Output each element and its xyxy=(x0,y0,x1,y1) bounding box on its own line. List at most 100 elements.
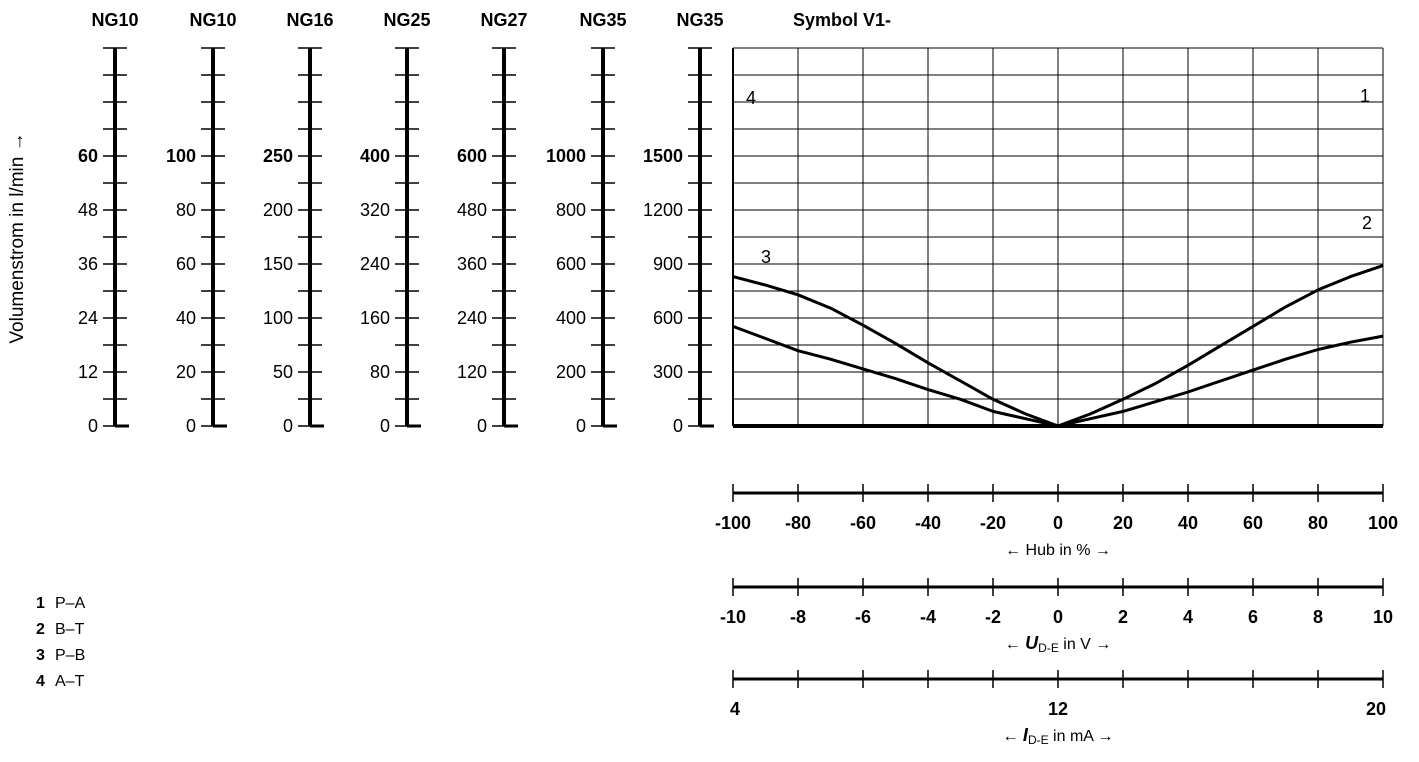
scale-value: 240 xyxy=(457,308,487,328)
legend-label: P–A xyxy=(55,595,86,612)
scale-value: 800 xyxy=(556,200,586,220)
caption-subscript: D-E xyxy=(1038,641,1059,655)
scale-title: NG25 xyxy=(383,10,430,30)
scale-value: 600 xyxy=(556,254,586,274)
x-axis-tick-label: -40 xyxy=(915,513,941,533)
x-axis-tick-label: 60 xyxy=(1243,513,1263,533)
flow-scale: NG27 0 120 240 360 480 600 xyxy=(457,10,528,436)
legend-label: B–T xyxy=(55,621,85,638)
scale-value: 100 xyxy=(263,308,293,328)
x-axis-tick-label: 8 xyxy=(1313,607,1323,627)
scale-value: 0 xyxy=(88,416,98,436)
flow-scale: NG10 0 20 40 60 80 100 xyxy=(166,10,237,436)
x-axis-tick-label: 10 xyxy=(1373,607,1393,627)
scale-value: 80 xyxy=(176,200,196,220)
scale-value: 0 xyxy=(380,416,390,436)
scale-value: 0 xyxy=(576,416,586,436)
scale-value: 1200 xyxy=(643,200,683,220)
x-axis-tick-label: 0 xyxy=(1053,513,1063,533)
flow-scales: NG1001224364860NG10020406080100NG1605010… xyxy=(78,10,724,436)
curve-label: 4 xyxy=(746,88,756,108)
x-axis-caption: ← ID-E in mA → xyxy=(1002,725,1113,747)
scale-value: 600 xyxy=(457,146,487,166)
scale-title: NG35 xyxy=(579,10,626,30)
x-axis-tick-label: 20 xyxy=(1366,699,1386,719)
caption-pre: ← Hub in % → xyxy=(1005,542,1111,559)
x-axis-tick-label: -4 xyxy=(920,607,936,627)
curve-label: 2 xyxy=(1362,213,1372,233)
x-axis-caption: ← UD-E in V → xyxy=(1005,633,1112,655)
scale-value: 360 xyxy=(457,254,487,274)
scale-value: 150 xyxy=(263,254,293,274)
scale-value: 0 xyxy=(477,416,487,436)
x-axis-tick-label: 6 xyxy=(1248,607,1258,627)
x-axis-tick-label: 4 xyxy=(1183,607,1193,627)
flow-scale: NG25 0 80 160 240 320 400 xyxy=(360,10,431,436)
scale-value: 60 xyxy=(78,146,98,166)
scale-value: 120 xyxy=(457,362,487,382)
legend-number: 2 xyxy=(36,621,45,638)
curve-3 xyxy=(733,326,1058,426)
caption-pre: ← xyxy=(1002,728,1022,745)
scale-value: 320 xyxy=(360,200,390,220)
scale-value: 80 xyxy=(370,362,390,382)
flow-scale: NG35 0 200 400 600 800 1000 xyxy=(546,10,627,436)
scale-value: 48 xyxy=(78,200,98,220)
x-axis-tick-label: -60 xyxy=(850,513,876,533)
caption-subscript: D-E xyxy=(1028,733,1049,747)
scale-value: 400 xyxy=(360,146,390,166)
scale-title: NG10 xyxy=(189,10,236,30)
caption-post: in mA → xyxy=(1049,728,1114,745)
caption-post: in V → xyxy=(1059,636,1111,653)
scale-value: 0 xyxy=(186,416,196,436)
legend-label: P–B xyxy=(55,647,85,664)
caption-pre: ← xyxy=(1005,636,1025,653)
x-axis-tick-label: 20 xyxy=(1113,513,1133,533)
scale-value: 20 xyxy=(176,362,196,382)
scale-value: 1500 xyxy=(643,146,683,166)
x-axis-tick-label: 100 xyxy=(1368,513,1398,533)
scale-title: NG10 xyxy=(91,10,138,30)
scale-value: 24 xyxy=(78,308,98,328)
scale-value: 480 xyxy=(457,200,487,220)
scale-value: 0 xyxy=(673,416,683,436)
x-axis-tick-label: -100 xyxy=(715,513,751,533)
y-axis-label: Volumenstrom in l/min → xyxy=(7,132,28,343)
x-axis-tick-label: 80 xyxy=(1308,513,1328,533)
scale-value: 40 xyxy=(176,308,196,328)
scale-value: 1000 xyxy=(546,146,586,166)
scale-value: 60 xyxy=(176,254,196,274)
scale-value: 160 xyxy=(360,308,390,328)
x-axis-tick-label: -20 xyxy=(980,513,1006,533)
caption-variable: U xyxy=(1025,633,1039,653)
legend-label: A–T xyxy=(55,673,85,690)
legend-number: 4 xyxy=(36,673,45,690)
flow-scale: NG10 0 12 24 36 48 60 xyxy=(78,10,139,436)
scale-title: NG27 xyxy=(480,10,527,30)
scale-value: 200 xyxy=(263,200,293,220)
scale-value: 900 xyxy=(653,254,683,274)
scale-value: 400 xyxy=(556,308,586,328)
x-axis-tick-label: 40 xyxy=(1178,513,1198,533)
scale-title: NG35 xyxy=(676,10,723,30)
x-axis-tick-label: -10 xyxy=(720,607,746,627)
scale-value: 100 xyxy=(166,146,196,166)
x-axis-tick-label: 2 xyxy=(1118,607,1128,627)
curve-label: 1 xyxy=(1360,86,1370,106)
x-axis-tick-label: -8 xyxy=(790,607,806,627)
scale-value: 240 xyxy=(360,254,390,274)
chart-grid xyxy=(733,48,1383,426)
scale-value: 200 xyxy=(556,362,586,382)
scale-value: 12 xyxy=(78,362,98,382)
scale-value: 36 xyxy=(78,254,98,274)
scale-value: 600 xyxy=(653,308,683,328)
